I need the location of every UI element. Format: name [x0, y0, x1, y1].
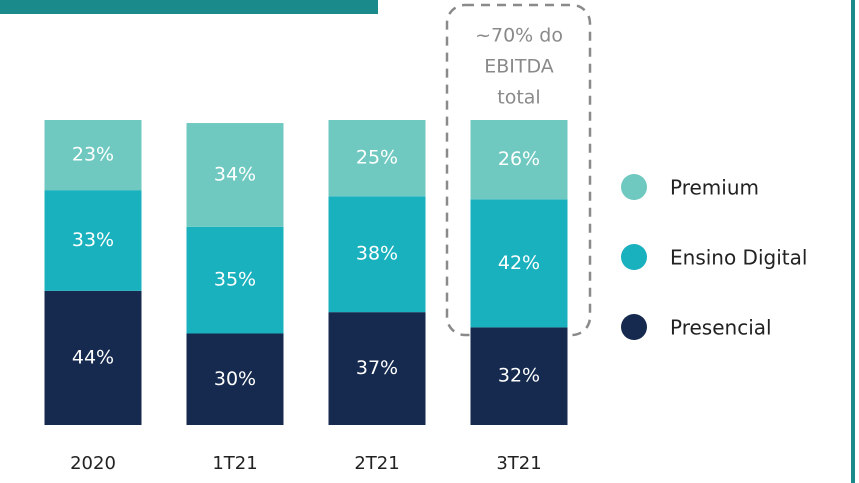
value-label: 25%: [356, 147, 398, 169]
legend-swatch: [621, 314, 647, 340]
value-label: 34%: [214, 163, 256, 185]
value-label: 35%: [214, 269, 256, 291]
legend-label: Premium: [670, 176, 759, 200]
annotation: ~70% do: [475, 25, 563, 47]
bar-segment: [328, 196, 426, 313]
bar-segment: [328, 312, 426, 425]
x-tick-label: 2T21: [354, 453, 399, 474]
value-label: 32%: [498, 365, 540, 387]
bar-segment: [44, 120, 142, 191]
value-label: 30%: [214, 368, 256, 390]
legend-swatch: [621, 244, 647, 270]
highlight-box: [445, 3, 592, 337]
legend-label: Ensino Digital: [670, 246, 807, 270]
bar-segment: [470, 327, 568, 425]
x-tick-label: 1T21: [212, 453, 257, 474]
right-border: [851, 0, 855, 483]
bar-segment: [328, 120, 426, 197]
annotation: EBITDA: [484, 56, 554, 78]
value-label: 33%: [72, 229, 114, 251]
value-label: 38%: [356, 243, 398, 265]
legend-swatch: [621, 174, 647, 200]
x-tick-label: 3T21: [496, 453, 541, 474]
annotation: total: [497, 87, 540, 109]
bar-segment: [186, 123, 284, 227]
value-label: 42%: [498, 252, 540, 274]
value-label: 37%: [356, 357, 398, 379]
header-band: [0, 0, 378, 14]
x-tick-label: 2020: [70, 453, 116, 474]
bar-segment: [470, 120, 568, 200]
value-label: 23%: [72, 144, 114, 166]
bar-segment: [470, 199, 568, 328]
legend-label: Presencial: [670, 316, 772, 340]
bar-segment: [186, 226, 284, 334]
bar-segment: [44, 290, 142, 425]
value-label: 44%: [72, 346, 114, 368]
bar-segment: [44, 190, 142, 291]
bar-segment: [186, 333, 284, 425]
value-label: 26%: [498, 148, 540, 170]
